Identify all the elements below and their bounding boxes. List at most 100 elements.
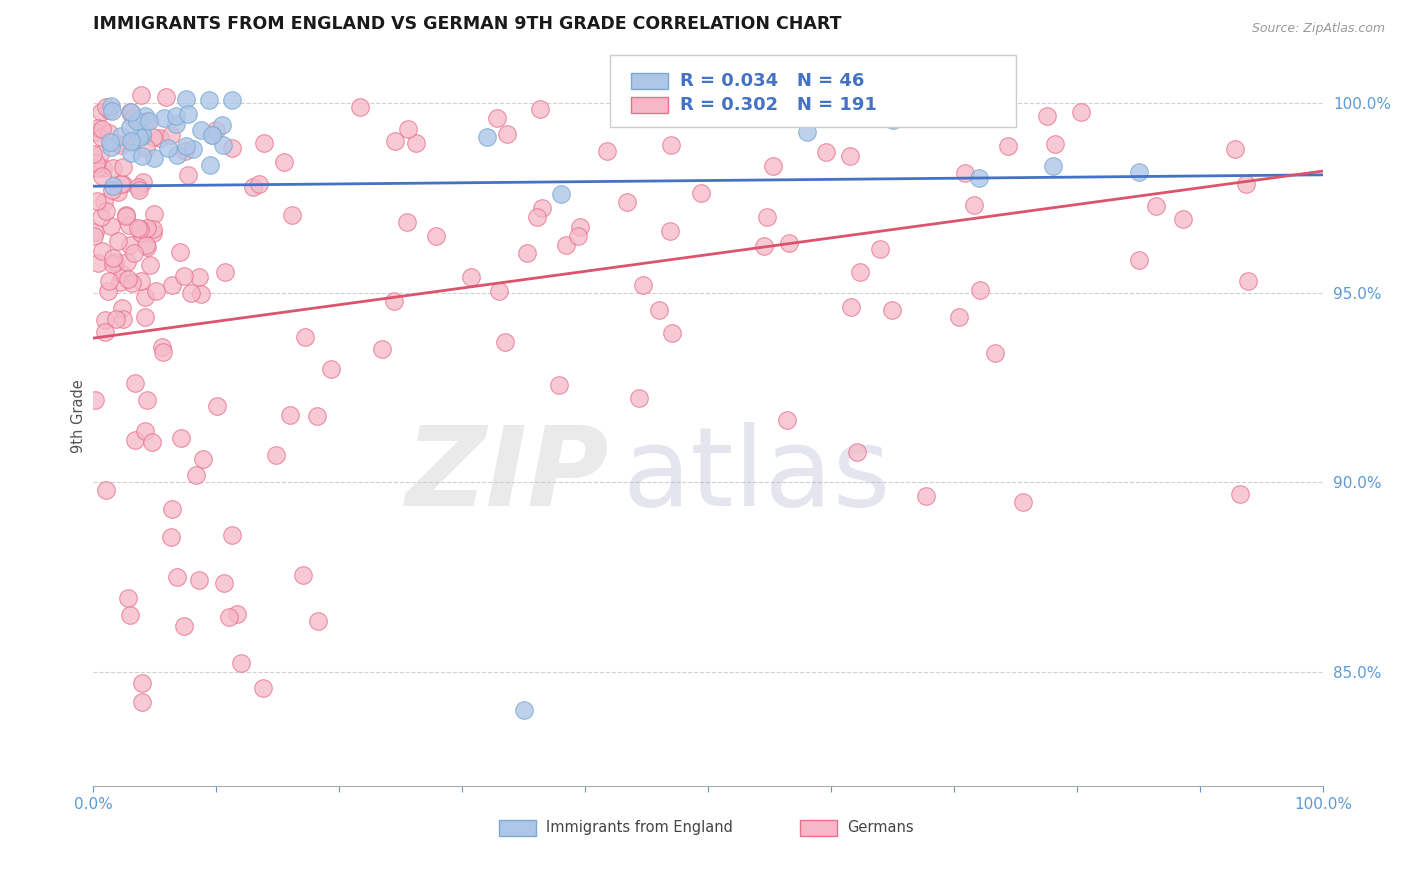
Point (815, 145, 838, 159)
Point (129, 274, 152, 288)
Point (132, 175, 155, 189)
Point (162, 502, 184, 516)
Point (101, 257, 124, 271)
Point (100, 219, 122, 233)
Point (91, 161, 114, 175)
Point (752, 238, 775, 252)
Point (169, 431, 191, 445)
Point (165, 109, 187, 123)
Point (264, 448, 287, 462)
Point (882, 112, 904, 127)
Point (1128, 252, 1150, 267)
Point (165, 117, 187, 131)
Point (84, 155, 107, 169)
Point (110, 138, 132, 153)
Point (107, 185, 129, 199)
Point (84, 225, 107, 239)
Point (169, 245, 191, 260)
Point (648, 302, 671, 317)
Point (180, 285, 202, 300)
Point (231, 656, 253, 670)
Text: Germans: Germans (848, 820, 914, 835)
Point (191, 452, 214, 467)
Point (349, 100, 371, 114)
Point (90, 210, 112, 224)
Point (370, 342, 392, 356)
Point (97, 284, 120, 298)
Point (111, 301, 134, 315)
Point (149, 131, 172, 145)
Point (1144, 199, 1167, 213)
Point (1043, 136, 1066, 151)
Y-axis label: 9th Grade: 9th Grade (72, 379, 86, 453)
Text: ZIP: ZIP (406, 422, 610, 529)
Point (105, 136, 128, 150)
Point (91, 122, 114, 136)
Text: R = 0.034   N = 46: R = 0.034 N = 46 (681, 72, 865, 90)
Point (1012, 495, 1035, 509)
Point (127, 114, 149, 128)
Point (984, 345, 1007, 359)
FancyBboxPatch shape (631, 73, 668, 89)
Point (914, 489, 936, 503)
Point (177, 106, 200, 120)
Point (218, 610, 240, 624)
Point (1042, 159, 1064, 173)
Point (319, 362, 342, 376)
Point (131, 129, 153, 144)
FancyBboxPatch shape (499, 820, 536, 836)
Point (142, 222, 165, 236)
Point (307, 614, 329, 628)
Point (173, 619, 195, 633)
Point (307, 409, 329, 424)
Point (294, 330, 316, 344)
Point (111, 267, 134, 281)
Point (201, 128, 224, 142)
Point (139, 259, 162, 273)
Point (659, 138, 682, 153)
Point (86, 125, 108, 139)
Point (529, 102, 551, 116)
Point (212, 576, 235, 591)
Point (120, 237, 142, 252)
Point (153, 111, 176, 125)
Point (1223, 142, 1246, 156)
Point (129, 88, 152, 103)
Point (1036, 109, 1059, 123)
Point (128, 129, 150, 144)
Point (839, 149, 862, 163)
Point (166, 570, 188, 584)
Point (475, 129, 498, 144)
Point (963, 198, 986, 212)
Point (131, 126, 153, 140)
Point (242, 180, 264, 194)
Point (120, 104, 142, 119)
Point (211, 118, 233, 132)
Point (205, 123, 228, 137)
Point (90, 244, 112, 259)
Point (460, 270, 482, 285)
Point (131, 676, 153, 690)
Point (115, 255, 138, 269)
Point (152, 344, 174, 359)
Point (721, 106, 744, 120)
Point (596, 144, 619, 158)
Point (118, 218, 141, 232)
Point (120, 134, 142, 148)
Point (526, 211, 548, 225)
Point (135, 141, 157, 155)
Point (1236, 274, 1258, 288)
Point (110, 177, 132, 191)
Text: atlas: atlas (621, 422, 890, 529)
Point (207, 399, 229, 413)
Point (395, 215, 418, 229)
Point (1234, 177, 1257, 191)
Point (129, 227, 152, 241)
Point (110, 128, 132, 143)
Point (86, 256, 108, 270)
Point (969, 284, 991, 298)
Point (967, 171, 990, 186)
Point (127, 221, 149, 235)
Point (211, 137, 233, 152)
Point (173, 268, 195, 283)
